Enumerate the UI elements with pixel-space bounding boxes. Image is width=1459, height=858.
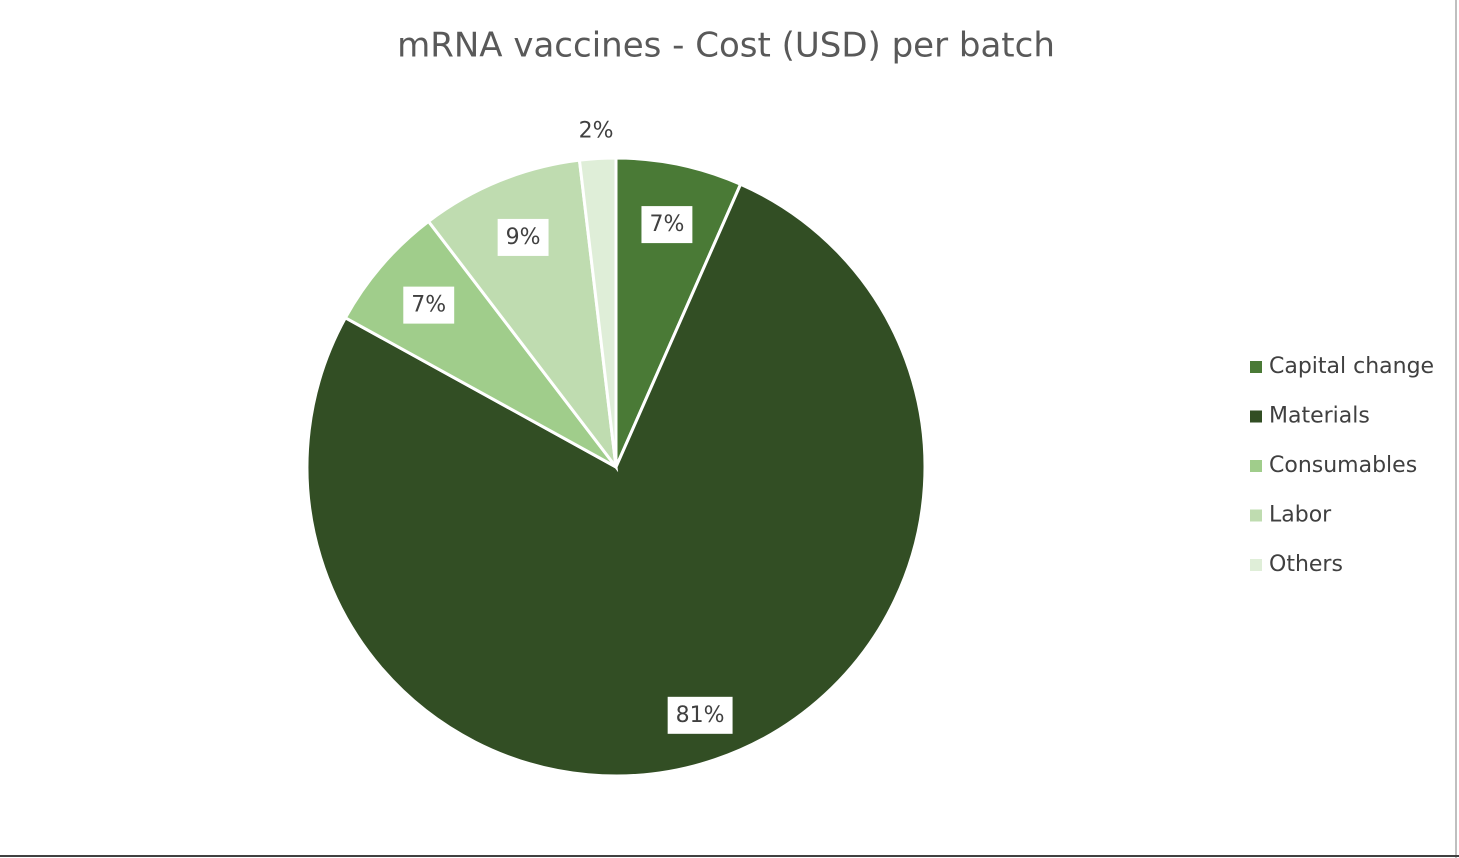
legend-label: Capital change xyxy=(1269,354,1434,379)
legend-swatch xyxy=(1250,460,1262,472)
data-label-box xyxy=(641,206,693,244)
legend-label: Labor xyxy=(1269,503,1332,528)
legend-swatch xyxy=(1250,410,1262,423)
data-label: 7% xyxy=(411,293,446,318)
legend-swatch xyxy=(1250,361,1262,373)
pie-slice xyxy=(305,182,927,778)
data-label: 7% xyxy=(649,212,684,237)
legend-label: Others xyxy=(1269,552,1343,577)
pie-slice xyxy=(577,156,618,468)
pie-slice xyxy=(343,219,618,469)
data-label: 81% xyxy=(676,703,725,728)
data-label: 2% xyxy=(579,119,614,144)
legend-swatch xyxy=(1250,559,1262,571)
data-label-box xyxy=(497,218,549,256)
legend-swatch xyxy=(1250,509,1262,522)
pie-slice xyxy=(426,158,619,473)
chart-title: mRNA vaccines - Cost (USD) per batch xyxy=(397,26,1055,66)
data-label: 9% xyxy=(506,225,541,250)
legend-label: Materials xyxy=(1269,404,1370,429)
legend-label: Consumables xyxy=(1269,453,1417,478)
data-label-box xyxy=(667,696,733,734)
data-label-box xyxy=(403,286,455,324)
